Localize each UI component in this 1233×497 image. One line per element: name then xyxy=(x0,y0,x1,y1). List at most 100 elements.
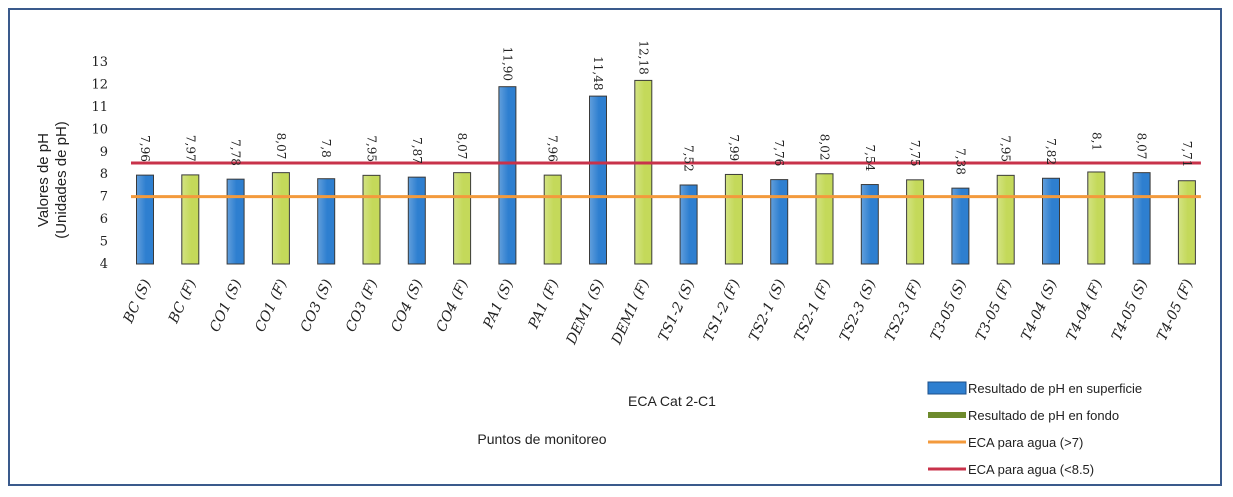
category-label: TS2-1 (S) xyxy=(746,277,789,344)
category-label: CO3 (S) xyxy=(298,277,336,335)
data-label: 7,75 xyxy=(908,140,922,167)
bar-fondo xyxy=(543,174,562,265)
category-label: CO4 (S) xyxy=(388,277,426,335)
legend-label: ECA para agua (>7) xyxy=(968,435,1083,450)
annotation-eca-cat: ECA Cat 2-C1 xyxy=(628,393,716,409)
legend: Resultado de pH en superficie Resultado d… xyxy=(927,381,1142,477)
data-label: 8,02 xyxy=(818,134,832,161)
bar-superficie xyxy=(589,95,607,265)
category-label: BC (F) xyxy=(165,277,200,327)
y-tick-label: 5 xyxy=(100,235,108,250)
category-label: CO4 (F) xyxy=(433,277,471,335)
data-label: 7,97 xyxy=(183,135,197,162)
data-label: 7,8 xyxy=(319,139,333,158)
category-label: CO3 (F) xyxy=(343,277,381,335)
y-axis-title-line1: Valores de pH xyxy=(35,133,52,227)
bar-fondo xyxy=(181,174,200,265)
bar-fondo xyxy=(271,172,290,265)
bar-superficie xyxy=(136,174,154,265)
data-label: 8,1 xyxy=(1089,132,1103,151)
bar-fondo xyxy=(906,179,925,265)
category-label: T4-04 (F) xyxy=(1064,277,1106,343)
category-label: TS2-1 (F) xyxy=(791,277,834,344)
y-tick-label: 10 xyxy=(91,122,108,137)
legend-swatch xyxy=(928,412,966,418)
bar-superficie xyxy=(860,184,879,265)
x-axis-title: Puntos de monitoreo xyxy=(477,431,606,447)
bar-fondo xyxy=(634,79,653,265)
category-label: PA1 (S) xyxy=(480,277,517,332)
y-axis-title-line2: (Unidades de pH) xyxy=(53,121,70,239)
category-label: DEM1 (F) xyxy=(609,277,653,348)
y-tick-label: 7 xyxy=(100,190,108,205)
data-label: 8,07 xyxy=(455,133,469,160)
category-label: CO1 (S) xyxy=(207,277,245,335)
data-label: 8,07 xyxy=(274,133,288,160)
bar-fondo xyxy=(815,173,834,265)
legend-label: Resultado de pH en fondo xyxy=(968,408,1119,423)
y-tick-label: 11 xyxy=(91,100,108,115)
data-label: 7,71 xyxy=(1180,141,1194,168)
data-label: 7,95 xyxy=(999,135,1013,162)
data-label: 12,18 xyxy=(636,40,650,74)
y-axis-ticks: 4 5 6 7 8 9 10 11 12 13 xyxy=(91,55,108,272)
category-label: T3-05 (S) xyxy=(928,277,970,343)
bar-superficie xyxy=(679,184,698,265)
data-label: 7,95 xyxy=(365,135,379,162)
data-label: 11,48 xyxy=(591,56,605,90)
bar-superficie xyxy=(1132,172,1151,265)
bars xyxy=(136,79,1196,265)
category-label: T3-05 (F) xyxy=(973,277,1015,343)
reference-lines xyxy=(131,161,1201,199)
bar-fondo xyxy=(453,172,472,265)
y-tick-label: 12 xyxy=(91,77,108,92)
y-tick-label: 9 xyxy=(100,145,108,160)
category-label: T4-05 (F) xyxy=(1154,277,1196,343)
y-tick-label: 13 xyxy=(91,55,108,70)
bar-superficie xyxy=(770,179,789,265)
bar-superficie xyxy=(498,86,517,265)
category-label: BC (S) xyxy=(120,277,154,327)
data-label: 7,82 xyxy=(1044,138,1058,165)
y-tick-label: 4 xyxy=(100,257,108,272)
bar-fondo xyxy=(362,174,381,265)
bar-fondo xyxy=(1087,171,1106,265)
category-label: T4-05 (S) xyxy=(1109,277,1151,343)
category-label: TS2-3 (F) xyxy=(882,277,925,344)
data-label: 7,96 xyxy=(546,135,560,162)
category-label: TS1-2 (S) xyxy=(656,277,699,344)
bar-superficie xyxy=(407,176,426,265)
bar-fondo xyxy=(996,174,1015,265)
data-label: 7,52 xyxy=(682,145,696,172)
bar-superficie xyxy=(317,178,336,265)
bar-fondo xyxy=(1177,180,1196,265)
legend-label: Resultado de pH en superficie xyxy=(968,381,1142,396)
data-label: 7,54 xyxy=(863,145,877,172)
category-label: TS2-3 (S) xyxy=(837,277,880,344)
data-label: 7,76 xyxy=(772,140,786,167)
y-tick-label: 6 xyxy=(100,212,108,227)
bar-superficie xyxy=(951,187,970,265)
category-labels: BC (S) BC (F) CO1 (S) CO1 (F) CO3 (S) CO3 (F)… xyxy=(120,277,1196,348)
y-tick-label: 8 xyxy=(100,167,108,182)
legend-label: ECA para agua (<8.5) xyxy=(968,462,1094,477)
data-label: 7,99 xyxy=(727,134,741,161)
chart-frame: 4 5 6 7 8 9 10 11 12 13 7,96 7,97 7,78 8,07 7,8 7,95 7,… xyxy=(8,8,1222,486)
data-label: 7,87 xyxy=(410,137,424,164)
data-label: 7,38 xyxy=(953,148,967,175)
bar-superficie xyxy=(226,178,245,265)
category-label: DEM1 (S) xyxy=(563,277,607,348)
data-labels: 7,96 7,97 7,78 8,07 7,8 7,95 7,87 8,07 11,90 7,96… xyxy=(138,40,1194,174)
bar-superficie xyxy=(1042,177,1060,265)
legend-swatch xyxy=(927,381,967,395)
category-label: T4-04 (S) xyxy=(1018,277,1060,343)
bar-fondo xyxy=(724,173,743,265)
category-label: TS1-2 (F) xyxy=(701,277,744,344)
data-label: 7,78 xyxy=(229,139,243,166)
category-label: CO1 (F) xyxy=(252,277,290,335)
data-label: 11,90 xyxy=(500,47,514,81)
category-label: PA1 (F) xyxy=(525,277,562,332)
data-label: 8,07 xyxy=(1135,133,1149,160)
data-label: 7,96 xyxy=(138,135,152,162)
